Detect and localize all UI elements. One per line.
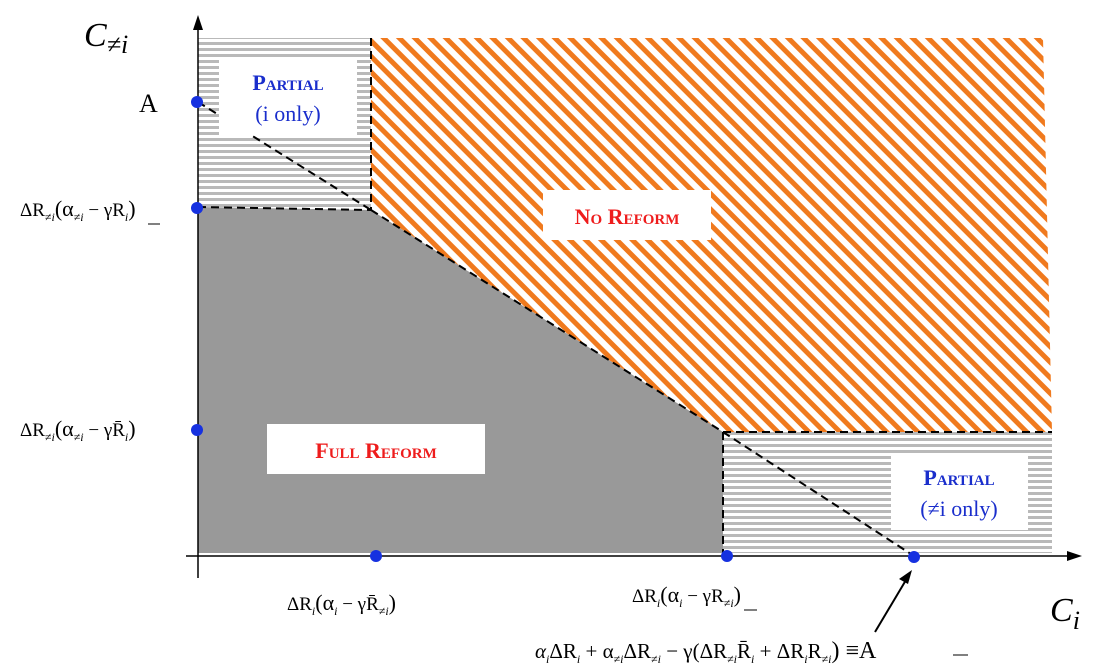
bottom-equation: αiΔRi + α≠iΔR≠i − γ(ΔR≠iR̄i + ΔRiR≠i) ≡A (535, 638, 877, 666)
label-no-reform: No Reform (543, 190, 711, 240)
no-reform-region (371, 38, 1052, 432)
svg-text:No Reform: No Reform (575, 204, 680, 229)
point-x-left (370, 550, 382, 562)
x-axis-label: Ci (1050, 592, 1080, 635)
x-tick-right: ΔRi(αi − γR≠i) (632, 582, 741, 610)
y-axis-arrow (193, 15, 203, 30)
point-x-A (908, 551, 920, 563)
axes (186, 24, 1070, 578)
y-tick-lower: ΔR≠i(α≠i − γR̄i) (20, 416, 136, 444)
y-axis-label: C≠i (84, 17, 128, 59)
x-axis-arrow (1067, 551, 1082, 561)
point-y-lower (191, 424, 203, 436)
point-y-upper (191, 202, 203, 214)
key-points (191, 96, 920, 563)
point-x-right (721, 550, 733, 562)
point-y-A (191, 96, 203, 108)
y-tick-upper: ΔR≠i(α≠i − γRi) (20, 196, 136, 224)
svg-text:Partial: Partial (923, 465, 994, 490)
svg-text:(≠i only): (≠i only) (920, 496, 997, 521)
label-full-reform: Full Reform (267, 424, 485, 474)
label-partial-i: Partial (i only) (219, 59, 357, 135)
y-tick-A: A (139, 89, 158, 118)
svg-text:Full Reform: Full Reform (315, 438, 437, 463)
pointer-arrow-line (874, 579, 907, 633)
svg-text:Partial: Partial (252, 70, 323, 95)
pointer-arrow-head (899, 570, 912, 584)
label-partial-neq: Partial (≠i only) (891, 454, 1028, 530)
svg-text:(i only): (i only) (255, 101, 320, 126)
x-tick-left: ΔRi(αi − γR̄≠i) (287, 590, 396, 618)
